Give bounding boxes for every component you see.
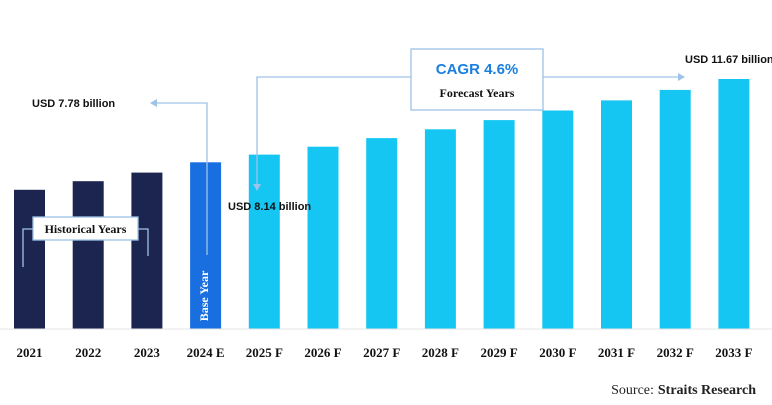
bar-2027-f	[366, 138, 398, 329]
source-label: Source:	[611, 383, 654, 398]
x-tick-2025-f: 2025 F	[246, 345, 283, 360]
bar-2028-f	[424, 129, 456, 329]
historical-years-annotation	[22, 216, 149, 267]
cagr-box	[410, 48, 544, 111]
base-year-label: Base Year	[197, 270, 211, 321]
bar-2023	[131, 172, 163, 329]
x-tick-2032-f: 2032 F	[657, 345, 694, 360]
forecast-years-label: Forecast Years	[440, 86, 515, 100]
label-2033-value: USD 11.67 billion	[685, 54, 772, 66]
bar-2026-f	[307, 146, 339, 329]
bar-2030-f	[542, 110, 574, 329]
source-name: Straits Research	[658, 383, 756, 398]
x-tick-2024-e: 2024 E	[187, 345, 225, 360]
x-tick-2027-f: 2027 F	[363, 345, 400, 360]
forecast-arrow-right-head	[678, 73, 685, 81]
x-tick-2023: 2023	[134, 345, 161, 360]
bar-2024-e	[190, 162, 222, 329]
bar-2022	[72, 181, 104, 329]
bar-2032-f	[659, 89, 691, 330]
x-tick-2031-f: 2031 F	[598, 345, 635, 360]
base-year-connector	[150, 99, 208, 255]
x-tick-2028-f: 2028 F	[422, 345, 459, 360]
forecast-left-connector	[256, 76, 411, 186]
label-2025-value: USD 8.14 billion	[228, 201, 311, 213]
bars-group	[14, 79, 750, 330]
x-tick-2026-f: 2026 F	[304, 345, 341, 360]
base-year-connector-line	[156, 102, 208, 255]
x-tick-2033-f: 2033 F	[715, 345, 752, 360]
x-tick-2022: 2022	[75, 345, 101, 360]
label-2024-value: USD 7.78 billion	[32, 98, 115, 110]
forecast-arrow-left-head	[253, 184, 261, 191]
forecast-annotation	[253, 48, 685, 191]
historical-years-label: Historical Years	[45, 222, 127, 236]
bar-2025-f	[248, 154, 280, 329]
bar-2031-f	[601, 100, 632, 330]
source-credit: Source: Straits Research	[611, 381, 756, 398]
historical-label-box	[32, 216, 139, 241]
x-tick-labels: 2021 2022 2023 2024 E 2025 F 2026 F 2027 F 2028…	[17, 345, 753, 360]
bar-2021	[14, 189, 45, 329]
bar-2033-f	[718, 79, 750, 329]
bar-2029-f	[483, 120, 515, 329]
cagr-label: CAGR 4.6%	[436, 61, 519, 78]
x-tick-2030-f: 2030 F	[539, 345, 576, 360]
x-tick-2021: 2021	[17, 345, 43, 360]
x-tick-2029-f: 2029 F	[480, 345, 517, 360]
base-year-arrow-head	[150, 99, 157, 107]
